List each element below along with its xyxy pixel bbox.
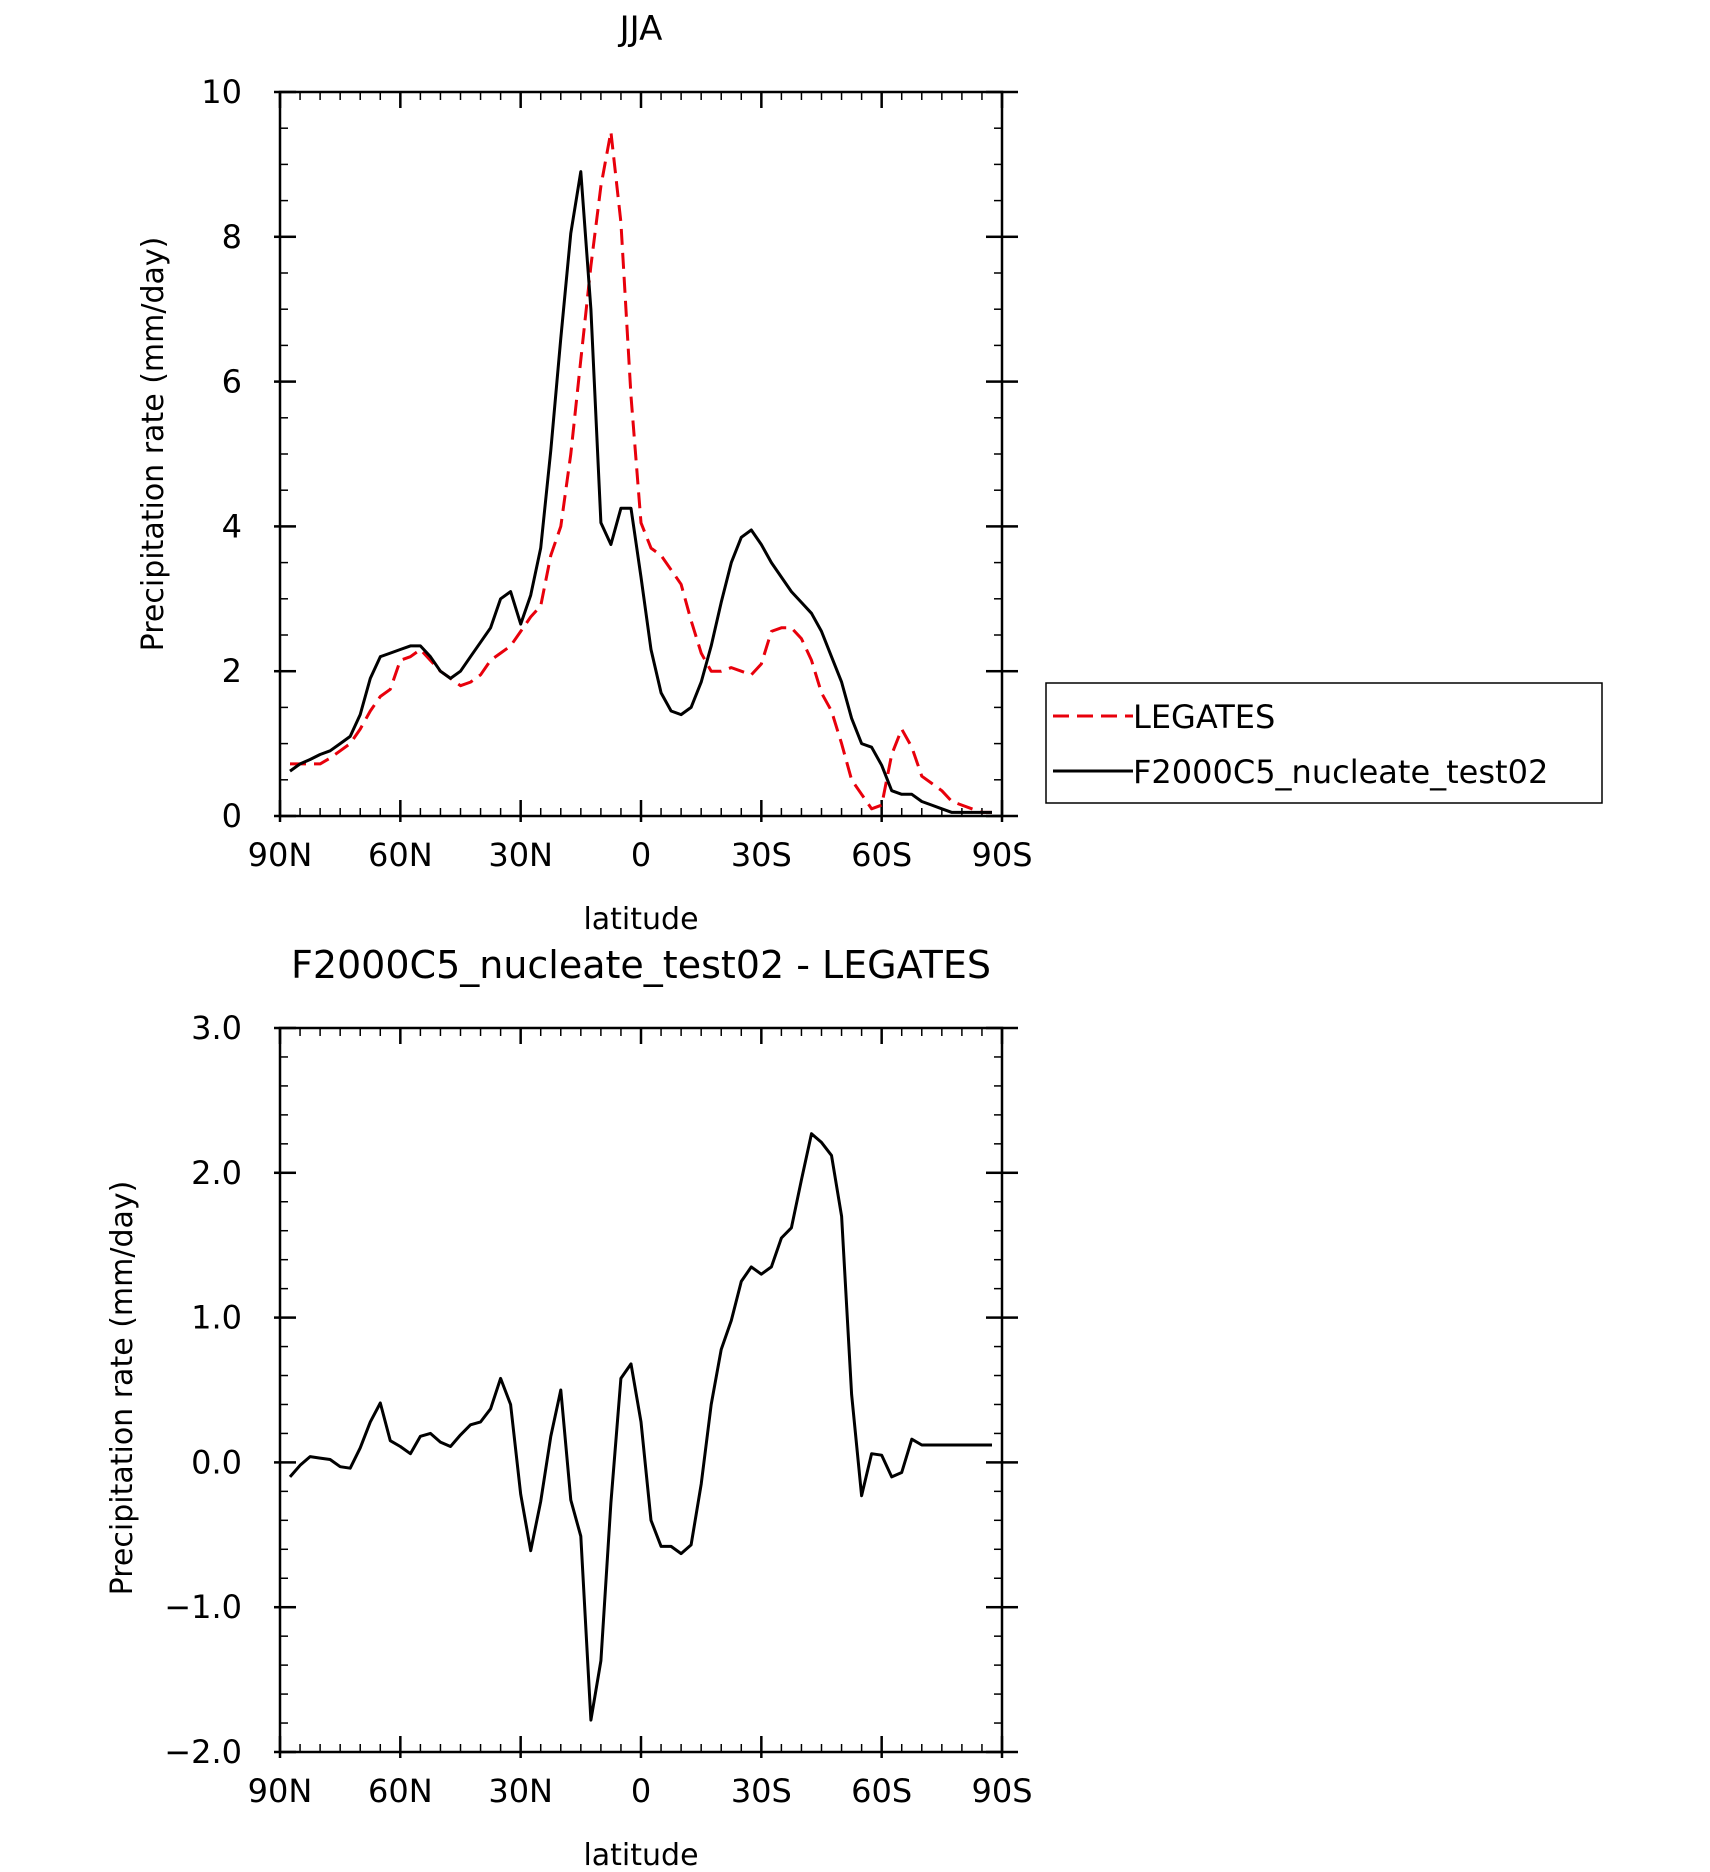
plot-frame <box>278 90 1004 818</box>
y-axis-label: Precipitation rate (mm/day) <box>105 1181 140 1596</box>
y-tick-label: 3.0 <box>191 1009 242 1047</box>
y-tick-label: 10 <box>201 73 242 111</box>
y-tick-label: −2.0 <box>164 1733 242 1771</box>
x-tick-label: 90N <box>248 1772 313 1810</box>
legend-box <box>1045 682 1603 804</box>
y-tick-label: 2.0 <box>191 1154 242 1192</box>
x-tick-label: 60S <box>851 836 912 874</box>
x-tick-label: 60N <box>368 836 433 874</box>
x-tick-label: 30N <box>488 836 553 874</box>
series-line-difference <box>288 1132 992 1722</box>
y-tick-label: 8 <box>222 218 242 256</box>
y-tick-label: −1.0 <box>164 1588 242 1626</box>
x-tick-label: 30S <box>731 836 792 874</box>
series-line-legates <box>290 130 992 814</box>
y-tick-label: 6 <box>222 363 242 401</box>
chart-difference: F2000C5_nucleate_test02 - LEGATES 90N 60N… <box>105 943 1033 1872</box>
y-axis-label: Precipitation rate (mm/day) <box>136 237 171 652</box>
y-tick-label: 0.0 <box>191 1443 242 1481</box>
x-tick-label: 30S <box>731 1772 792 1810</box>
x-tick-label: 60S <box>851 1772 912 1810</box>
chart-title: JJA <box>618 9 663 49</box>
x-tick-label: 90S <box>971 836 1032 874</box>
x-tick-label: 90S <box>971 1772 1032 1810</box>
y-tick-label: 0 <box>222 797 242 835</box>
legend-label-legates: LEGATES <box>1133 698 1275 736</box>
chart-title: F2000C5_nucleate_test02 - LEGATES <box>291 943 991 987</box>
x-tick-label: 90N <box>248 836 313 874</box>
x-tick-label: 30N <box>488 1772 553 1810</box>
x-tick-label: 0 <box>631 836 651 874</box>
y-tick-label: 4 <box>222 507 242 545</box>
x-tick-label: 60N <box>368 1772 433 1810</box>
x-axis-label: latitude <box>583 1838 698 1872</box>
x-axis-label: latitude <box>583 902 698 937</box>
series-line-f2000c5-nucleate-test02 <box>289 170 992 814</box>
legend: LEGATES F2000C5_nucleate_test02 <box>1045 682 1603 804</box>
plot-frame <box>278 1026 1004 1754</box>
x-tick-label: 0 <box>631 1772 651 1810</box>
legend-label-model: F2000C5_nucleate_test02 <box>1133 753 1548 791</box>
plot-area: 90N 60N 30N 0 30S 60S 90S −2.0 −1.0 0.0 1.0 2.0 3.0 <box>164 1009 1032 1810</box>
y-tick-label: 2 <box>222 652 242 690</box>
plot-area: 90N 60N 30N 0 30S 60S 90S 0 2 4 6 8 10 <box>201 73 1032 874</box>
y-tick-label: 1.0 <box>191 1299 242 1337</box>
